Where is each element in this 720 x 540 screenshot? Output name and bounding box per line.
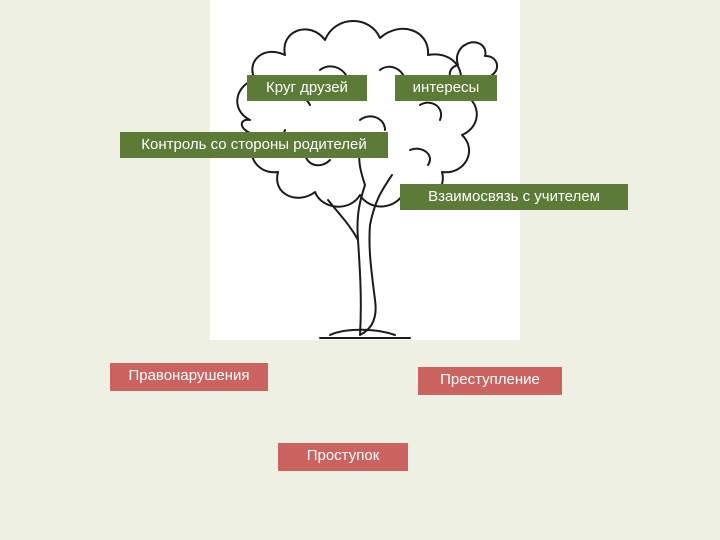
label-interests: интересы — [395, 75, 497, 101]
label-parents: Контроль со стороны родителей — [120, 132, 388, 158]
label-offense: Правонарушения — [110, 363, 268, 391]
tree-illustration — [210, 0, 520, 340]
label-friends: Круг друзей — [247, 75, 367, 101]
label-crime: Преступление — [418, 367, 562, 395]
tree-svg — [210, 0, 520, 340]
label-teacher: Взаимосвязь с учителем — [400, 184, 628, 210]
label-misdeed: Проступок — [278, 443, 408, 471]
slide-canvas: Круг друзей интересы Контроль со стороны… — [0, 0, 720, 540]
